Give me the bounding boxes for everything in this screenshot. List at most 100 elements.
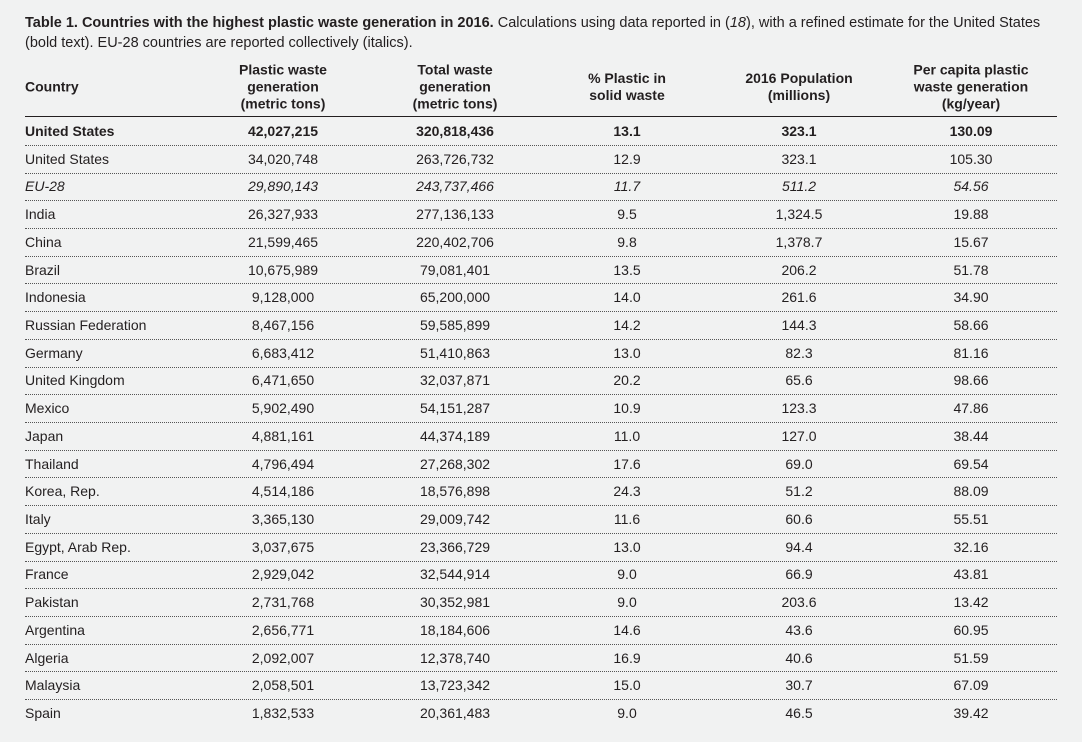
header-line: 2016 Population	[745, 70, 853, 86]
country-cell: Italy	[25, 511, 51, 527]
value-cell: 30,352,981	[419, 594, 491, 611]
caption-text: Calculations using data reported in (	[497, 15, 730, 31]
country-cell: United Kingdom	[25, 372, 125, 389]
row-separator	[25, 532, 1057, 534]
value-cell: 6,683,412	[251, 344, 315, 361]
country-cell: Egypt, Arab Rep.	[25, 538, 131, 555]
header-line: (millions)	[767, 87, 831, 103]
value-cell: 4,881,161	[251, 427, 315, 444]
value-cell: 127.0	[781, 427, 817, 444]
column-header: Total waste generation (metric tons)	[413, 62, 498, 113]
value-cell: 82.3	[785, 344, 813, 361]
country-cell: Russian Federation	[25, 317, 147, 333]
value-cell: 263,726,732	[416, 150, 494, 167]
value-cell: 6,471,650	[251, 372, 315, 389]
value-cell: 24.3	[613, 483, 641, 500]
value-cell: 12.9	[613, 150, 641, 167]
row-separator	[25, 366, 1057, 368]
caption-title: Table 1. Countries with the highest plas…	[25, 15, 494, 31]
value-cell: 51,410,863	[419, 344, 491, 361]
country-cell: EU-28	[25, 178, 65, 195]
column-header: 2016 Population (millions)	[745, 70, 852, 104]
value-cell: 3,365,130	[251, 511, 315, 527]
country-cell: Spain	[25, 705, 61, 721]
value-cell: 2,058,501	[251, 677, 315, 694]
value-cell: 123.3	[781, 400, 817, 417]
value-cell: 15.67	[953, 233, 989, 250]
row-separator	[25, 172, 1057, 174]
header-line: (metric tons)	[240, 95, 326, 112]
row-separator	[25, 671, 1057, 673]
value-cell: 9.0	[617, 594, 637, 611]
value-cell: 277,136,133	[416, 206, 494, 223]
value-cell: 1,378.7	[775, 233, 823, 250]
value-cell: 20,361,483	[419, 705, 491, 721]
value-cell: 81.16	[953, 344, 989, 361]
value-cell: 8,467,156	[251, 317, 315, 333]
value-cell: 12,378,740	[419, 649, 491, 666]
value-cell: 47.86	[953, 400, 989, 417]
row-separator	[25, 449, 1057, 451]
value-cell: 29,009,742	[419, 511, 491, 527]
row-separator	[25, 144, 1057, 146]
value-cell: 2,731,768	[251, 594, 315, 611]
country-cell: Germany	[25, 344, 83, 361]
column-header: Plastic waste generation (metric tons)	[239, 62, 327, 113]
value-cell: 40.6	[785, 649, 813, 666]
row-separator	[25, 643, 1057, 645]
value-cell: 94.4	[785, 538, 813, 555]
value-cell: 44,374,189	[419, 427, 491, 444]
header-line: % Plastic in	[588, 70, 666, 86]
value-cell: 23,366,729	[419, 538, 491, 555]
value-cell: 59,585,899	[419, 317, 491, 333]
country-cell: India	[25, 206, 56, 223]
value-cell: 30.7	[785, 677, 813, 694]
value-cell: 16.9	[613, 649, 641, 666]
value-cell: 19.88	[953, 206, 989, 223]
value-cell: 15.0	[613, 677, 641, 694]
value-cell: 206.2	[781, 261, 817, 278]
row-separator	[25, 255, 1057, 257]
row-separator	[25, 588, 1057, 590]
value-cell: 51.78	[953, 261, 989, 278]
row-separator	[25, 228, 1057, 229]
value-cell: 60.6	[785, 511, 813, 527]
row-separator	[25, 560, 1057, 562]
value-cell: 320,818,436	[416, 123, 494, 139]
row-separator	[25, 338, 1057, 340]
country-cell: Indonesia	[25, 289, 86, 306]
value-cell: 54,151,287	[419, 400, 491, 417]
table-caption: Table 1. Countries with the highest plas…	[25, 13, 1065, 53]
row-separator	[25, 477, 1057, 479]
value-cell: 88.09	[953, 483, 989, 500]
value-cell: 18,184,606	[419, 621, 491, 638]
value-cell: 9.5	[617, 206, 637, 223]
header-line: waste generation	[913, 78, 1029, 95]
value-cell: 27,268,302	[419, 455, 491, 472]
country-cell: United States	[25, 150, 110, 167]
value-cell: 203.6	[781, 594, 817, 611]
header-rule	[25, 116, 1057, 117]
value-cell: 98.66	[953, 372, 989, 389]
value-cell: 11.6	[613, 511, 641, 527]
value-cell: 65,200,000	[419, 289, 491, 306]
value-cell: 11.0	[613, 427, 641, 444]
header-line: Plastic waste	[239, 61, 327, 78]
value-cell: 1,324.5	[775, 206, 823, 223]
country-cell: China	[25, 233, 62, 250]
row-separator	[25, 699, 1057, 701]
row-separator	[25, 200, 1057, 202]
header-line: generation	[419, 78, 491, 95]
value-cell: 18,576,898	[419, 483, 491, 500]
country-cell: Argentina	[25, 621, 85, 638]
value-cell: 9.0	[617, 566, 637, 583]
value-cell: 4,514,186	[251, 483, 315, 500]
value-cell: 13.42	[953, 594, 989, 611]
value-cell: 39.42	[953, 705, 989, 721]
value-cell: 60.95	[953, 621, 989, 638]
value-cell: 32,037,871	[419, 372, 491, 389]
value-cell: 14.6	[613, 621, 641, 638]
value-cell: 38.44	[953, 427, 989, 444]
value-cell: 32.16	[953, 538, 989, 555]
value-cell: 67.09	[953, 677, 989, 694]
